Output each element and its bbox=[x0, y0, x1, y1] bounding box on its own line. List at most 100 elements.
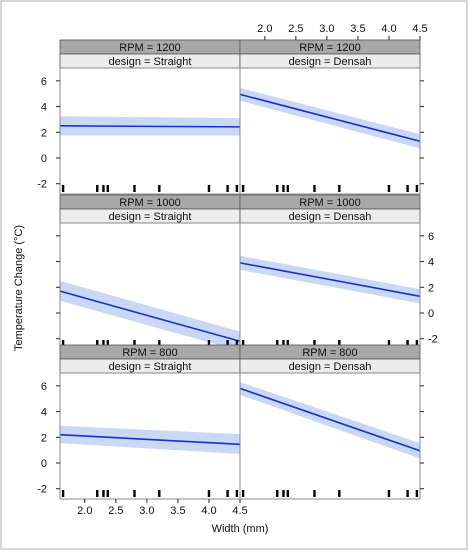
rug-mark bbox=[241, 490, 245, 497]
rug-mark bbox=[313, 490, 316, 497]
rug-mark bbox=[133, 490, 136, 497]
rug-mark bbox=[276, 490, 279, 497]
rug-mark bbox=[106, 490, 109, 497]
rug-mark bbox=[96, 340, 99, 347]
rug-mark bbox=[102, 185, 105, 192]
x-tick-label-top: 2.0 bbox=[257, 23, 272, 35]
rug-mark bbox=[415, 185, 419, 192]
y-tick-label: -2 bbox=[37, 179, 47, 191]
strip-rpm-label: RPM = 1000 bbox=[119, 197, 180, 209]
panel-2: RPM = 1200 design = Densah bbox=[239, 39, 424, 195]
rug-mark bbox=[241, 340, 245, 347]
y-tick-label: 6 bbox=[41, 381, 47, 393]
rug-mark bbox=[276, 340, 279, 347]
rug-mark bbox=[96, 185, 99, 192]
y-tick-label: 2 bbox=[41, 127, 47, 139]
rug-mark bbox=[235, 490, 239, 497]
rug-mark bbox=[158, 340, 161, 347]
rug-mark bbox=[106, 340, 109, 347]
x-tick-label-top: 4.5 bbox=[412, 23, 427, 35]
x-tick-label-top: 3.5 bbox=[350, 23, 365, 35]
fit-line bbox=[59, 290, 241, 343]
rug-mark bbox=[133, 185, 136, 192]
y-tick-label: -2 bbox=[428, 334, 438, 346]
rug-mark bbox=[387, 185, 391, 192]
fit-line bbox=[239, 262, 421, 298]
rug-mark bbox=[286, 340, 289, 347]
y-tick-label: 2 bbox=[428, 282, 434, 294]
fit-line bbox=[59, 125, 241, 128]
rug-mark bbox=[158, 490, 161, 497]
rug-mark bbox=[338, 490, 341, 497]
x-tick-label-top: 4.0 bbox=[381, 23, 396, 35]
panel-5: RPM = 800 design = Straight -2 0 2 4 6 bbox=[37, 344, 241, 500]
strip-rpm-label: RPM = 800 bbox=[122, 347, 177, 359]
rug-mark bbox=[235, 185, 239, 192]
rug-mark bbox=[338, 185, 341, 192]
y-tick-label: 0 bbox=[41, 458, 47, 470]
rug-mark bbox=[235, 340, 239, 347]
strip-rpm-label: RPM = 800 bbox=[302, 347, 357, 359]
strip-design-label: design = Straight bbox=[109, 211, 192, 223]
strip-rpm-label: RPM = 1000 bbox=[299, 197, 360, 209]
x-tick-label-bottom: 4.5 bbox=[232, 505, 247, 517]
rug-mark bbox=[241, 185, 245, 192]
x-tick-label-bottom: 2.0 bbox=[77, 505, 92, 517]
strip-design-label: design = Densah bbox=[289, 361, 372, 373]
rug-mark bbox=[61, 185, 65, 192]
panel-frame bbox=[239, 67, 421, 195]
strip-design-label: design = Densah bbox=[289, 56, 372, 68]
x-tick-label-top: 3.0 bbox=[319, 23, 334, 35]
rug-mark bbox=[226, 185, 229, 192]
fit-line bbox=[239, 387, 421, 452]
panel-6: RPM = 800 design = Densah bbox=[239, 344, 424, 500]
rug-mark bbox=[207, 490, 211, 497]
rug-mark bbox=[158, 185, 161, 192]
rug-mark bbox=[282, 185, 285, 192]
rug-mark bbox=[286, 185, 289, 192]
y-tick-label: -2 bbox=[37, 484, 47, 496]
y-tick-label: 6 bbox=[41, 76, 47, 88]
rug-mark bbox=[415, 490, 419, 497]
rug-mark bbox=[313, 185, 316, 192]
rug-mark bbox=[286, 490, 289, 497]
rug-mark bbox=[226, 340, 229, 347]
rug-mark bbox=[96, 490, 99, 497]
fit-line bbox=[59, 433, 241, 446]
rug-mark bbox=[313, 340, 316, 347]
rug-mark bbox=[387, 340, 391, 347]
rug-mark bbox=[387, 490, 391, 497]
rug-mark bbox=[102, 490, 105, 497]
rug-mark bbox=[207, 340, 211, 347]
rug-mark bbox=[61, 490, 65, 497]
strip-design-label: design = Straight bbox=[109, 361, 192, 373]
y-tick-label: 4 bbox=[428, 257, 434, 269]
x-tick-label-bottom: 4.0 bbox=[201, 505, 216, 517]
panel-1: RPM = 1200 design = Straight -2 0 2 4 6 bbox=[37, 39, 241, 195]
rug-mark bbox=[133, 340, 136, 347]
fit-line bbox=[239, 93, 421, 143]
rug-mark bbox=[61, 340, 65, 347]
rug-mark bbox=[106, 185, 109, 192]
rug-mark bbox=[207, 185, 211, 192]
rug-mark bbox=[102, 340, 105, 347]
y-tick-label: 4 bbox=[41, 407, 47, 419]
rug-mark bbox=[282, 340, 285, 347]
y-tick-label: 0 bbox=[41, 153, 47, 165]
rug-mark bbox=[276, 185, 279, 192]
x-tick-label-bottom: 3.0 bbox=[139, 505, 154, 517]
x-tick-label-bottom: 2.5 bbox=[108, 505, 123, 517]
y-tick-label: 4 bbox=[41, 102, 47, 114]
strip-design-label: design = Straight bbox=[109, 56, 192, 68]
rug-mark bbox=[406, 185, 409, 192]
rug-mark bbox=[406, 490, 409, 497]
x-axis-label: Width (mm) bbox=[212, 523, 269, 535]
rug-mark bbox=[406, 340, 409, 347]
y-tick-label: 2 bbox=[41, 432, 47, 444]
x-tick-label-bottom: 3.5 bbox=[170, 505, 185, 517]
y-axis-label: Temperature Change (°C) bbox=[13, 225, 25, 351]
rug-mark bbox=[226, 490, 229, 497]
x-tick-label-top: 2.5 bbox=[288, 23, 303, 35]
